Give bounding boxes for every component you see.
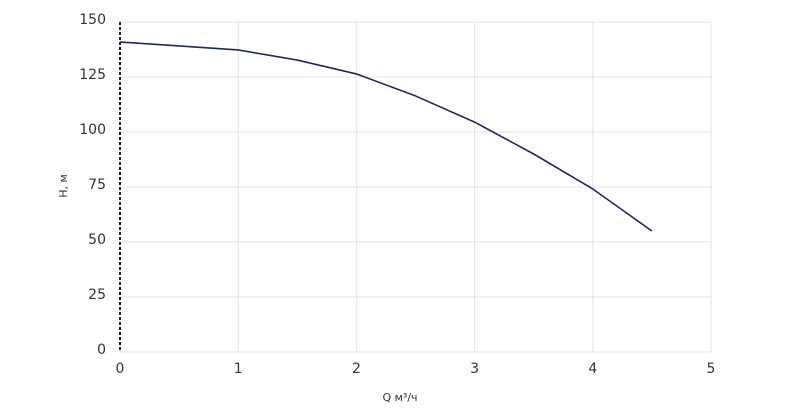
y-tick-label: 150 (79, 12, 106, 28)
y-tick-label: 50 (88, 232, 106, 248)
y-tick-label: 75 (88, 177, 106, 193)
y-tick-label: 125 (79, 67, 106, 83)
y-tick-label: 0 (97, 342, 106, 358)
x-tick-label: 5 (707, 361, 716, 377)
y-axis-label: H, м (57, 174, 70, 198)
x-tick-label: 3 (470, 361, 479, 377)
x-tick-label: 2 (352, 361, 361, 377)
x-tick-label: 4 (588, 361, 597, 377)
y-tick-label: 100 (79, 122, 106, 138)
x-axis-label: Q м³/ч (382, 391, 417, 404)
y-tick-label: 25 (88, 287, 106, 303)
line-series (119, 41, 653, 232)
x-tick-label: 1 (234, 361, 243, 377)
x-tick-label: 0 (116, 361, 125, 377)
